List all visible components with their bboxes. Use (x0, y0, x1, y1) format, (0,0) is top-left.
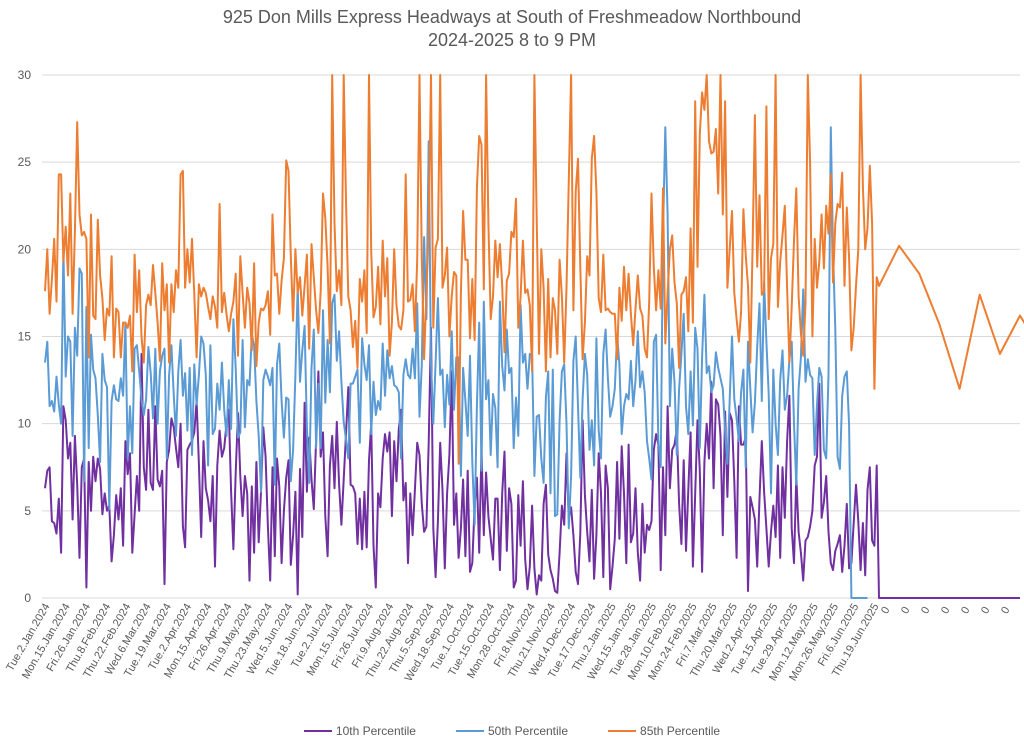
chart-title-line1: 925 Don Mills Express Headways at South … (222, 7, 802, 27)
x-axis: Tue.2.Jan.2024Mon.15.Jan.2024Fri.26.Jan.… (4, 602, 1012, 684)
series-lines (44, 74, 1024, 599)
x-tick-label: 0 (919, 605, 932, 616)
y-tick-label: 5 (24, 504, 31, 518)
legend-item-p85: 85th Percentile (608, 724, 720, 738)
series-line-10th-percentile (44, 326, 1020, 599)
y-tick-label: 20 (18, 242, 32, 256)
legend-label-p50: 50th Percentile (487, 724, 569, 738)
chart-subtitle: 2024-2025 8 to 9 PM (427, 30, 597, 50)
series-line-50th-percentile (44, 126, 868, 599)
x-tick-label: 0 (899, 605, 912, 616)
legend-swatch-p10 (303, 730, 332, 732)
legend-label-p85: 85th Percentile (640, 724, 721, 738)
legend-label-p10: 10th Percentile (335, 724, 416, 738)
y-tick-label: 30 (18, 68, 32, 82)
legend-item-p10: 10th Percentile (303, 724, 416, 738)
y-axis: 0 5 10 15 20 25 30 (18, 68, 32, 605)
y-tick-label: 10 (18, 417, 32, 431)
chart-title: 925 Don Mills Express Headways at South … (0, 6, 1024, 52)
x-tick-label: 0 (959, 605, 972, 616)
x-tick-label: 0 (939, 605, 952, 616)
y-tick-label: 25 (18, 155, 32, 169)
legend-item-p50: 50th Percentile (455, 724, 569, 738)
series-line-85th-percentile (44, 74, 1024, 465)
y-tick-label: 15 (18, 330, 32, 344)
x-tick-label: 0 (979, 605, 992, 616)
legend-swatch-p85 (608, 730, 637, 732)
x-tick-label: 0 (879, 605, 892, 616)
y-tick-label: 0 (24, 591, 31, 605)
legend: 10th Percentile 50th Percentile 85th Per… (0, 724, 1024, 738)
legend-swatch-p50 (455, 730, 484, 732)
x-tick-label: 0 (999, 605, 1012, 616)
